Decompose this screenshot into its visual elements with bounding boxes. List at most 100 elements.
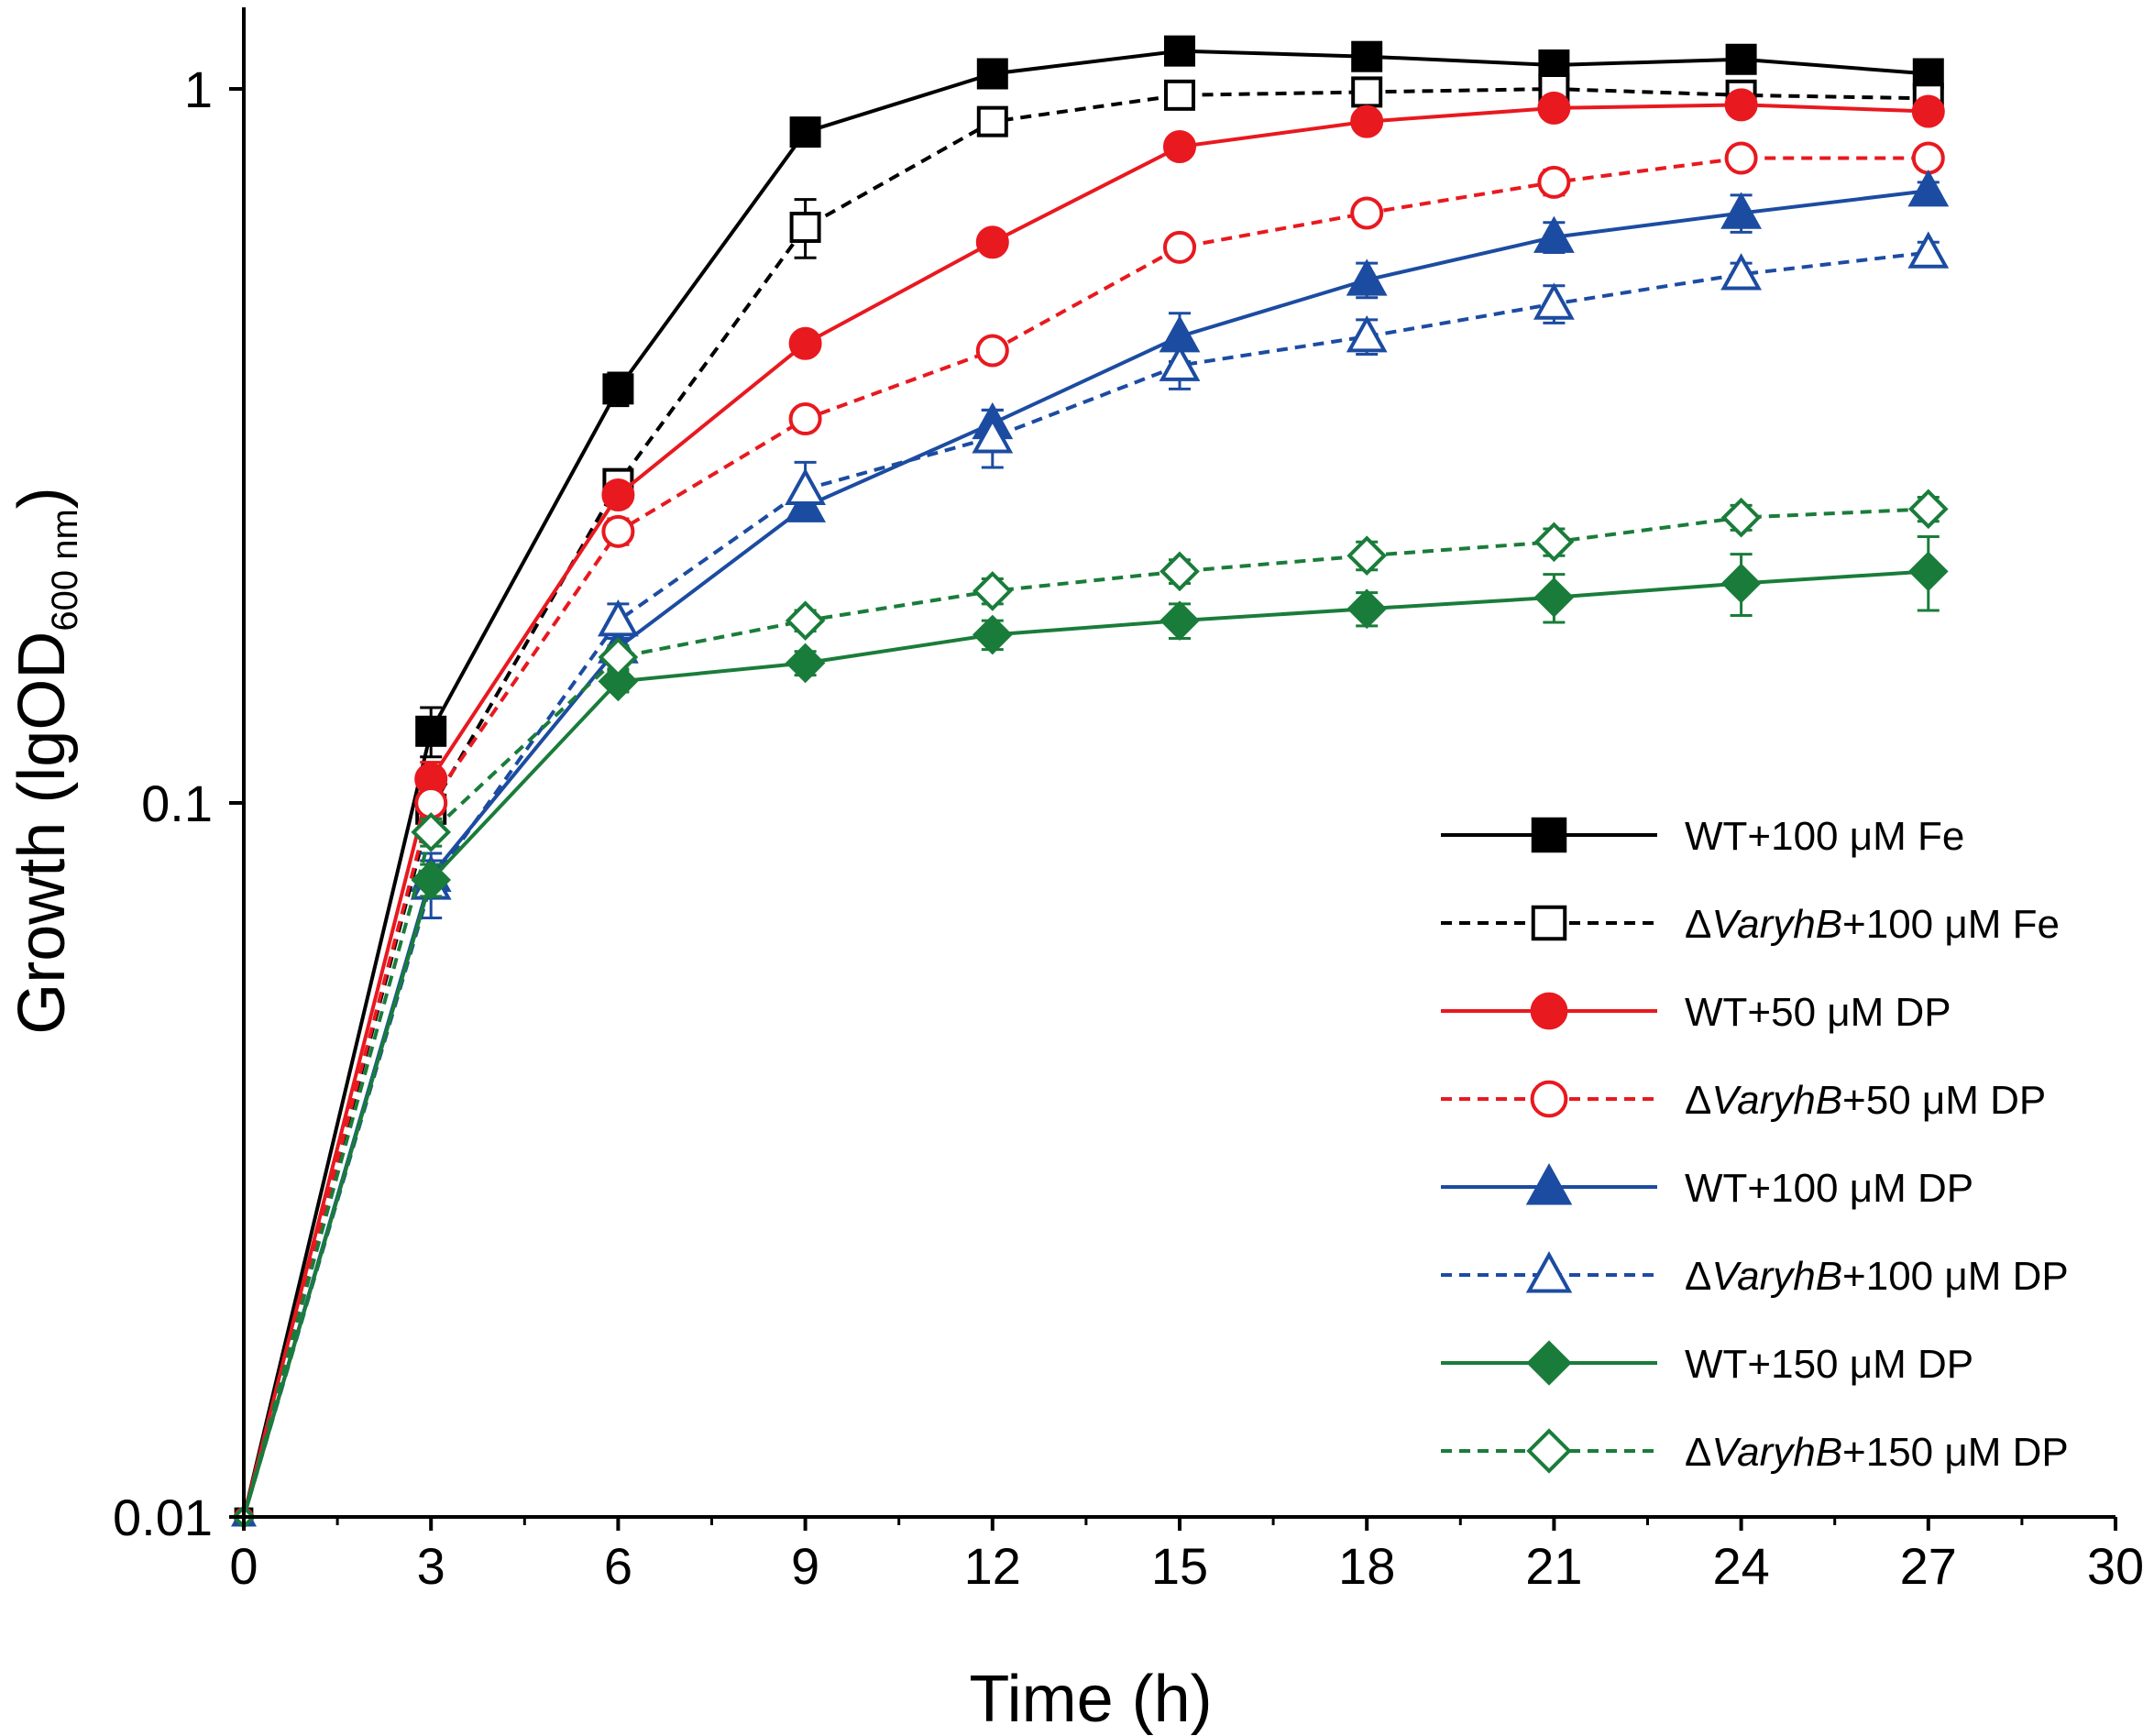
series-5 xyxy=(231,231,1950,1527)
legend-item-1: ΔVaryhB+100 μM Fe xyxy=(1441,902,2060,947)
x-tick-label: 3 xyxy=(417,1537,445,1595)
data-point xyxy=(415,715,447,747)
legend-item-4: WT+100 μM DP xyxy=(1441,1163,1973,1211)
data-point xyxy=(975,225,1009,259)
data-point xyxy=(1725,43,1757,75)
legend-label-prefix: Δ xyxy=(1685,1078,1711,1123)
legend-label-italic: VaryhB xyxy=(1711,1254,1842,1299)
data-point xyxy=(1350,104,1384,138)
data-point xyxy=(598,661,639,702)
data-point xyxy=(1533,577,1575,618)
x-tick-label: 21 xyxy=(1525,1537,1582,1595)
legend-item-6: WT+150 μM DP xyxy=(1441,1340,1973,1387)
data-point xyxy=(1720,253,1762,291)
series-layer xyxy=(231,35,1950,1530)
data-point xyxy=(1907,489,1949,530)
legend-marker xyxy=(1526,1428,1572,1474)
x-tick-label: 6 xyxy=(604,1537,632,1595)
legend-label-suffix: +150 μM DP xyxy=(1842,1430,2069,1475)
data-point xyxy=(1911,141,1945,175)
data-point xyxy=(1720,192,1762,229)
data-point xyxy=(1720,563,1762,604)
x-tick-label: 0 xyxy=(229,1537,258,1595)
legend-label-prefix: Δ xyxy=(1685,902,1711,947)
data-point xyxy=(1163,230,1196,264)
data-point xyxy=(1350,196,1384,230)
data-point xyxy=(1159,551,1200,592)
legend-label-suffix: +100 μM DP xyxy=(1842,1254,2069,1299)
data-point xyxy=(1533,282,1575,320)
data-point xyxy=(1537,165,1571,199)
data-point xyxy=(1346,315,1388,353)
data-point xyxy=(1537,91,1571,125)
x-tick-label: 15 xyxy=(1151,1537,1208,1595)
data-point xyxy=(601,514,635,548)
legend-label-italic: VaryhB xyxy=(1711,1430,1842,1475)
y-tick-label: 0.01 xyxy=(113,1489,213,1546)
legend-item-7: ΔVaryhB+150 μM DP xyxy=(1441,1428,2069,1475)
data-point xyxy=(972,416,1014,454)
x-tick-label: 24 xyxy=(1712,1537,1769,1595)
data-point xyxy=(1346,258,1388,296)
series-6 xyxy=(231,535,1949,1530)
data-point xyxy=(1159,344,1201,381)
legend-label: WT+150 μM DP xyxy=(1685,1342,1973,1387)
data-point xyxy=(789,116,821,148)
legend-label: ΔVaryhB+50 μM DP xyxy=(1685,1078,2046,1123)
legend-label: WT+100 μM Fe xyxy=(1685,814,1964,859)
data-point xyxy=(1164,35,1195,67)
data-point xyxy=(788,402,822,436)
data-point xyxy=(972,571,1013,611)
data-point xyxy=(1907,551,1949,592)
data-point xyxy=(1911,94,1945,128)
legend-label-suffix: +100 μM Fe xyxy=(1842,902,2060,947)
series-line xyxy=(242,569,1929,1518)
legend-marker xyxy=(1531,817,1567,853)
data-point xyxy=(1720,497,1762,538)
series-line xyxy=(242,507,1929,1518)
x-tick-label: 18 xyxy=(1338,1537,1395,1595)
data-point xyxy=(1346,588,1388,630)
data-point xyxy=(976,105,1008,137)
y-axis-title: Growth (lgOD600 nm) xyxy=(5,487,85,1035)
data-point xyxy=(1346,535,1388,577)
data-point xyxy=(1163,130,1196,164)
legend-item-2: WT+50 μM DP xyxy=(1441,990,1951,1035)
tick-marks xyxy=(229,87,2117,1531)
legend-marker xyxy=(1526,1340,1572,1386)
y-axis-title-main: Growth (lgOD xyxy=(5,632,79,1035)
data-point xyxy=(1351,76,1383,108)
legend-label-suffix: +50 μM DP xyxy=(1842,1078,2046,1123)
tick-labels: 0 3 6 9 12 15 18 21 24 27 30 0.01 0.1 1 xyxy=(113,60,2144,1595)
data-point xyxy=(785,600,826,641)
data-point xyxy=(1724,141,1758,175)
series-line xyxy=(242,86,1929,1518)
legend-label: WT+50 μM DP xyxy=(1685,990,1951,1035)
data-point xyxy=(972,614,1013,655)
legend-item-0: WT+100 μM Fe xyxy=(1441,814,1964,859)
legend-marker xyxy=(1530,992,1568,1030)
data-point xyxy=(788,326,822,360)
legend-label: ΔVaryhB+100 μM Fe xyxy=(1685,902,2060,947)
legend-label: ΔVaryhB+100 μM DP xyxy=(1685,1254,2069,1299)
data-point xyxy=(785,467,826,505)
y-axis-title-subscript: 600 nm xyxy=(45,509,85,631)
data-point xyxy=(1907,231,1950,269)
x-tick-label: 9 xyxy=(791,1537,819,1595)
series-line xyxy=(242,189,1929,1518)
legend-marker xyxy=(1530,1080,1568,1118)
legend-label-prefix: Δ xyxy=(1685,1430,1711,1475)
legend-label-prefix: Δ xyxy=(1685,1254,1711,1299)
series-line xyxy=(242,156,1929,1518)
data-point xyxy=(1159,600,1200,641)
y-tick-label: 0.1 xyxy=(141,775,213,832)
x-tick-label: 30 xyxy=(2087,1537,2144,1595)
series-7 xyxy=(231,489,1949,1530)
y-axis-title-close: ) xyxy=(5,487,79,509)
x-tick-label: 27 xyxy=(1900,1537,1957,1595)
legend-label-italic: VaryhB xyxy=(1711,902,1842,947)
legend-item-3: ΔVaryhB+50 μM DP xyxy=(1441,1078,2046,1123)
data-point xyxy=(411,812,452,852)
